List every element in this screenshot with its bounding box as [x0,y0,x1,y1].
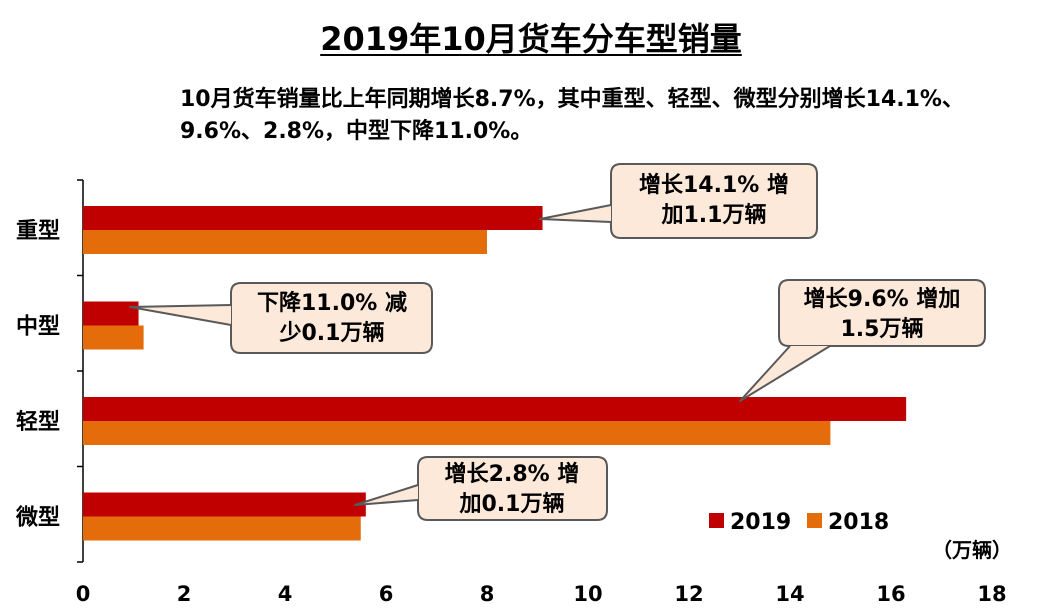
callout-text: 下降11.0% 减 [257,290,407,316]
x-tick-label: 2 [177,582,192,606]
x-tick-label: 0 [76,582,91,606]
legend-swatch-2018 [807,513,822,528]
legend-swatch-2019 [709,513,724,528]
bar-2019-4 [83,492,366,517]
chart-title: 2019年10月货车分车型销量 [320,20,742,58]
category-label: 中型 [16,315,60,340]
bar-2018-2 [83,325,144,350]
x-tick-label: 16 [876,582,905,606]
x-tick-label: 18 [977,582,1006,606]
callout-pointer [354,484,419,506]
x-tick-label: 6 [379,582,394,606]
legend-label: 2019 [730,510,791,535]
bar-2018-3 [83,421,831,445]
callout-text: 增长14.1% 增 [639,172,789,198]
callout-text: 加0.1万辆 [459,491,565,517]
bar-2018-1 [83,230,487,254]
bar-2019-3 [83,397,907,421]
callout-pointer [739,345,831,402]
legend-label: 2018 [828,510,889,535]
callout-box [778,279,986,347]
category-label: 轻型 [16,409,60,435]
x-tick-label: 10 [573,582,602,606]
chart-subtitle: 10月货车销量比上年同期增长8.7%，其中重型、轻型、微型分别增长14.1%、9… [180,87,964,144]
bar-2018-4 [83,516,361,541]
callout-text: 加1.1万辆 [661,202,767,228]
category-label: 重型 [16,219,60,244]
x-tick-label: 12 [674,582,703,606]
callout-text: 少0.1万辆 [279,320,385,346]
category-label: 微型 [15,505,60,531]
bar-2019-2 [83,301,139,326]
callout-text: 1.5万辆 [841,316,924,342]
x-tick-label: 8 [480,582,495,606]
x-tick-label: 14 [775,582,804,606]
callout-text: 增长9.6% 增加 [804,286,961,312]
callout-box [417,456,608,521]
callout-box [230,282,433,354]
x-tick-label: 4 [278,582,293,606]
callout-box [610,163,818,239]
callout-text: 增长2.8% 增 [445,461,580,487]
bar-2019-1 [83,206,543,230]
unit-label: （万辆） [932,538,1012,562]
callout-pointer [539,204,612,223]
callout-pointer [129,304,232,326]
